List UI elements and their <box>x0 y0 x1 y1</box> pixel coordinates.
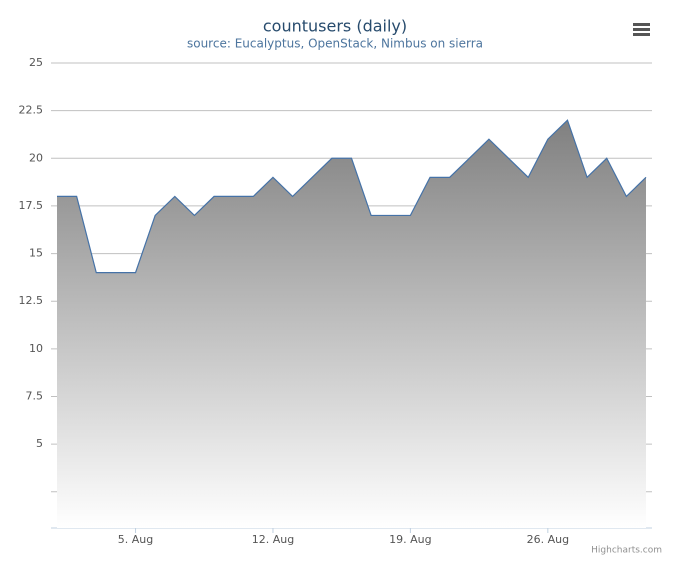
x-tick-label: 19. Aug <box>389 533 431 546</box>
menu-button[interactable] <box>632 20 652 40</box>
x-tick-label: 26. Aug <box>527 533 569 546</box>
chart-subtitle: source: Eucalyptus, OpenStack, Nimbus on… <box>187 37 483 51</box>
y-tick-label: 7.5 <box>26 390 44 403</box>
y-tick-label: 12.5 <box>19 294 44 307</box>
y-tick-label: 20 <box>29 151 43 164</box>
x-tick-label: 12. Aug <box>252 533 294 546</box>
y-tick-label: 25 <box>29 56 43 69</box>
y-tick-label: 17.5 <box>19 199 44 212</box>
credits: Highcharts.com <box>591 546 662 556</box>
chart-title: countusers (daily) <box>263 17 407 36</box>
y-tick-label: 10 <box>29 342 43 355</box>
y-tick-label: 22.5 <box>19 104 44 117</box>
y-tick-label: 5 <box>36 437 43 450</box>
y-tick-label: 15 <box>29 247 43 260</box>
area-fill <box>57 120 646 529</box>
area-line <box>57 119 647 274</box>
x-tick-label: 5. Aug <box>118 533 153 546</box>
